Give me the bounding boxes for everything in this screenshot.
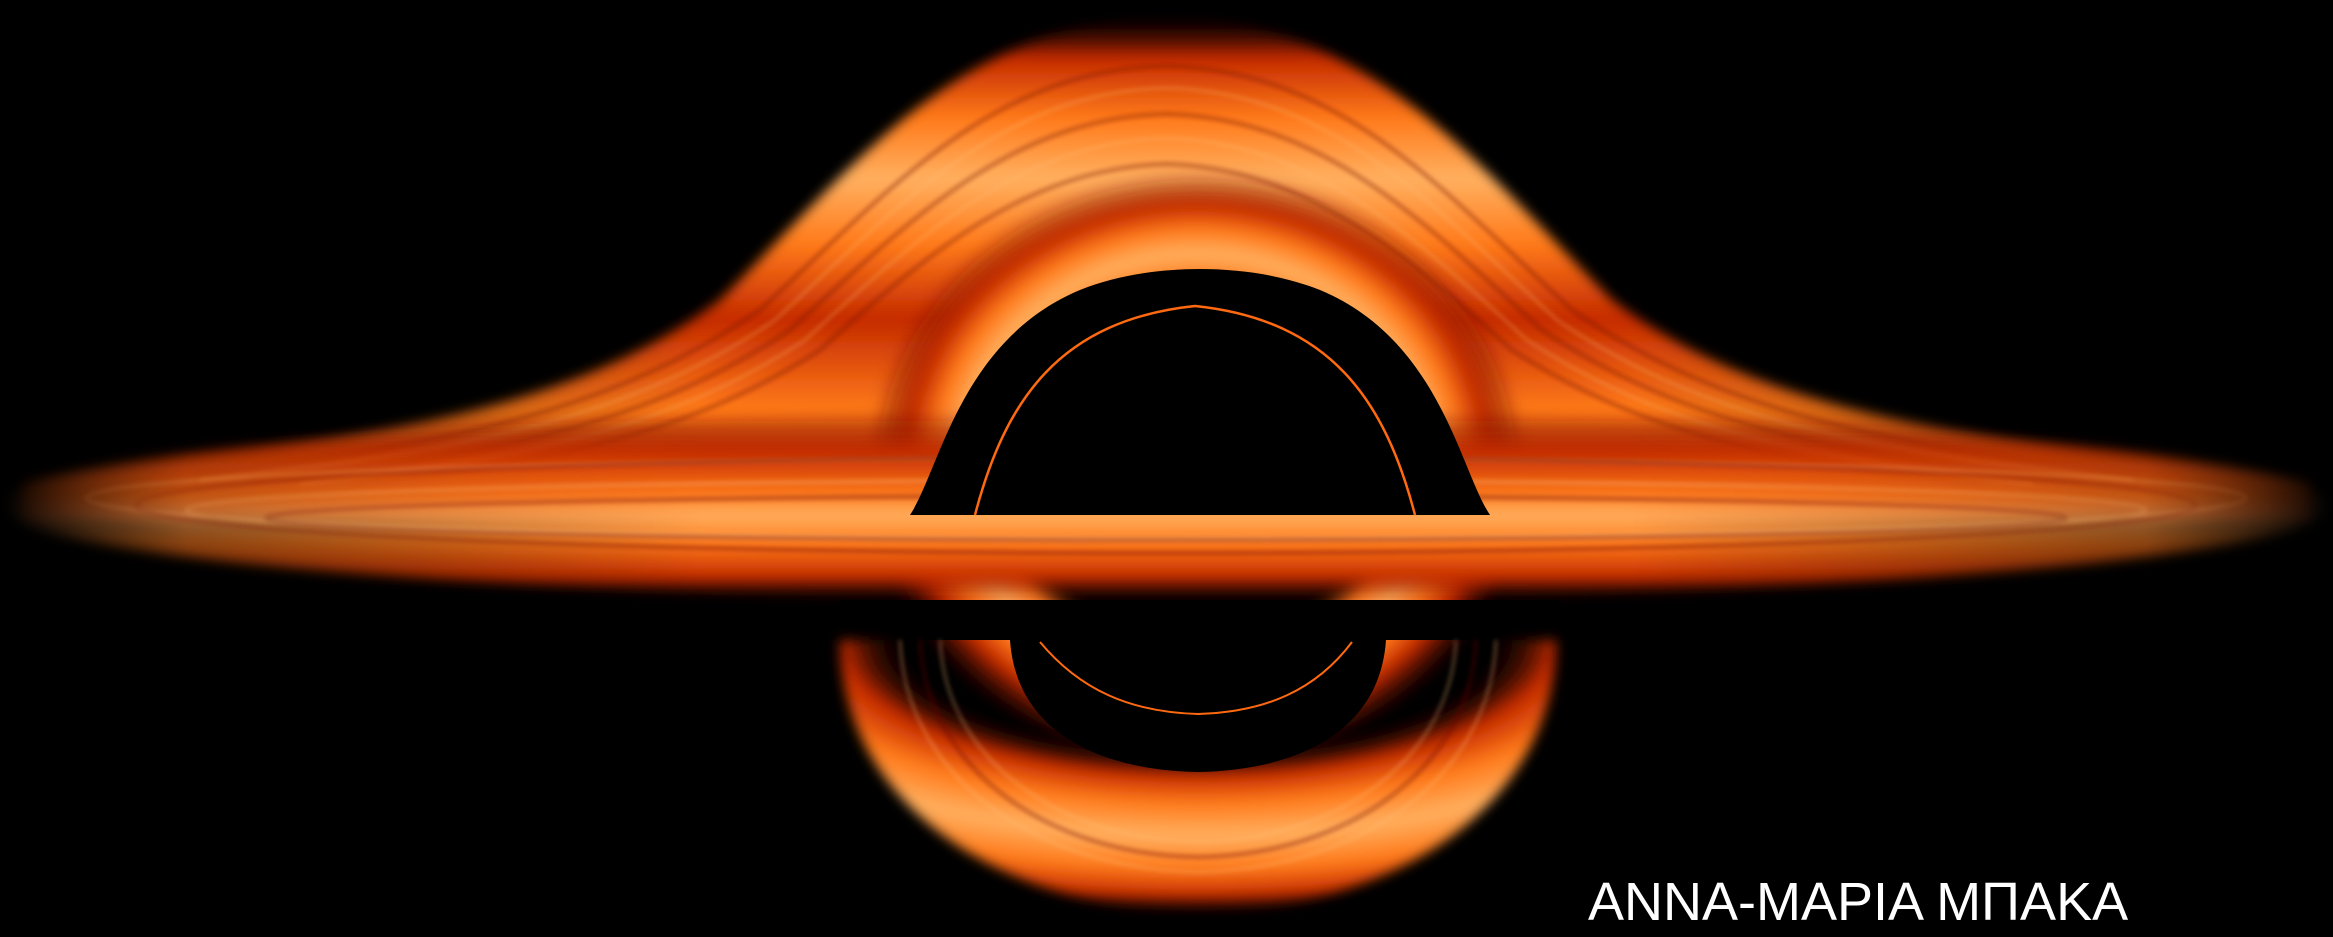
photon-ring-upper (973, 304, 1417, 516)
image-caption: ΑΝΝΑ-ΜΑΡΙΑ ΜΠΑΚΑ (1588, 872, 2129, 932)
lower-lensed-arc (840, 639, 1556, 912)
photon-ring-lower (1039, 641, 1353, 716)
event-horizon-shadow (910, 269, 1490, 516)
shadow-gap (840, 600, 1560, 640)
